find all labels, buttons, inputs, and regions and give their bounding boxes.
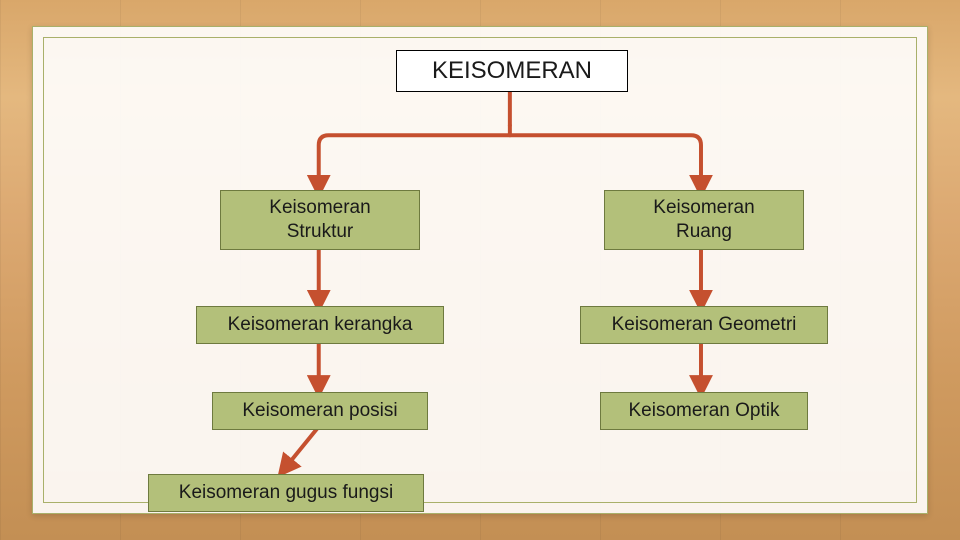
node-struktur: Keisomeran Struktur (220, 190, 420, 250)
slide-panel: KEISOMERAN Keisomeran Struktur Keisomera… (32, 26, 928, 514)
connector-layer (44, 38, 916, 502)
node-kerangka: Keisomeran kerangka (196, 306, 444, 344)
node-ruang: Keisomeran Ruang (604, 190, 804, 250)
node-root: KEISOMERAN (396, 50, 628, 92)
node-ruang-label: Keisomeran Ruang (653, 196, 754, 244)
node-posisi-label: Keisomeran posisi (242, 399, 397, 423)
node-gugus: Keisomeran gugus fungsi (148, 474, 424, 512)
node-geometri: Keisomeran Geometri (580, 306, 828, 344)
node-geometri-label: Keisomeran Geometri (612, 313, 797, 337)
node-kerangka-label: Keisomeran kerangka (228, 313, 413, 337)
node-posisi: Keisomeran posisi (212, 392, 428, 430)
slide-panel-inner: KEISOMERAN Keisomeran Struktur Keisomera… (43, 37, 917, 503)
node-struktur-label: Keisomeran Struktur (269, 196, 370, 244)
node-optik: Keisomeran Optik (600, 392, 808, 430)
node-root-label: KEISOMERAN (432, 56, 592, 86)
node-optik-label: Keisomeran Optik (628, 399, 779, 423)
node-gugus-label: Keisomeran gugus fungsi (179, 481, 393, 505)
